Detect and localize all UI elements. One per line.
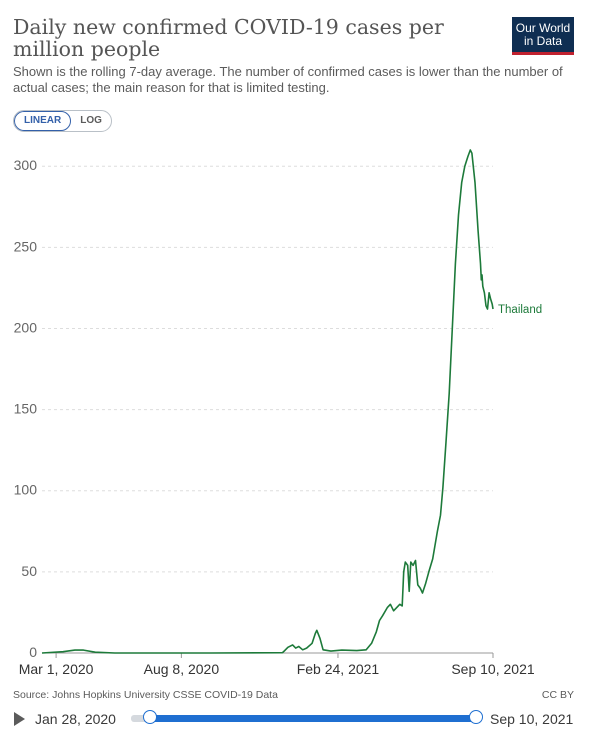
linear-scale-button[interactable]: LINEAR bbox=[14, 111, 72, 131]
timeline-end-handle[interactable] bbox=[469, 710, 483, 724]
timeline-end-label: Sep 10, 2021 bbox=[490, 711, 574, 727]
x-tick-label-0: Mar 1, 2020 bbox=[19, 661, 94, 677]
y-tick-250: 250 bbox=[14, 238, 38, 254]
license-link[interactable]: CC BY bbox=[541, 689, 574, 701]
y-tick-150: 150 bbox=[14, 401, 38, 417]
series-label-thailand: Thailand bbox=[498, 304, 542, 316]
timeline-selected-range bbox=[150, 715, 476, 722]
x-axis: Mar 1, 2020 Aug 8, 2020 Feb 24, 2021 Sep 10… bbox=[19, 652, 535, 677]
grid-lines bbox=[42, 165, 493, 573]
y-tick-200: 200 bbox=[14, 319, 38, 335]
x-tick-label-2: Feb 24, 2021 bbox=[297, 661, 380, 677]
line-chart: 0 50 100 150 200 250 300 Mar 1, 2020 Aug 8, 202… bbox=[14, 149, 542, 677]
y-axis-ticks: 0 50 100 150 200 250 300 bbox=[14, 157, 38, 660]
owid-logo[interactable]: Our World in Data bbox=[512, 17, 574, 55]
log-scale-button[interactable]: LOG bbox=[80, 115, 102, 126]
play-icon[interactable] bbox=[14, 712, 25, 726]
timeline-start-handle[interactable] bbox=[143, 710, 157, 724]
series-line-thailand bbox=[41, 149, 494, 654]
y-tick-50: 50 bbox=[21, 563, 37, 579]
y-tick-300: 300 bbox=[14, 157, 38, 173]
timeline-start-label: Jan 28, 2020 bbox=[35, 711, 116, 727]
source-note[interactable]: Source: Johns Hopkins University CSSE CO… bbox=[13, 689, 278, 701]
x-tick-label-1: Aug 8, 2020 bbox=[144, 661, 220, 677]
y-tick-100: 100 bbox=[14, 482, 38, 498]
series-lines: Thailand bbox=[41, 149, 542, 654]
logo-line-1: Our World bbox=[515, 21, 571, 35]
chart-subtitle: Shown is the rolling 7-day average. The … bbox=[13, 64, 563, 95]
scale-toggle: LINEAR LOG bbox=[13, 110, 112, 132]
logo-line-2: in Data bbox=[523, 34, 563, 48]
x-tick-label-3: Sep 10, 2021 bbox=[451, 661, 535, 677]
y-tick-0: 0 bbox=[29, 644, 37, 660]
chart-title: Daily new confirmed COVID-19 cases per m… bbox=[13, 15, 444, 61]
